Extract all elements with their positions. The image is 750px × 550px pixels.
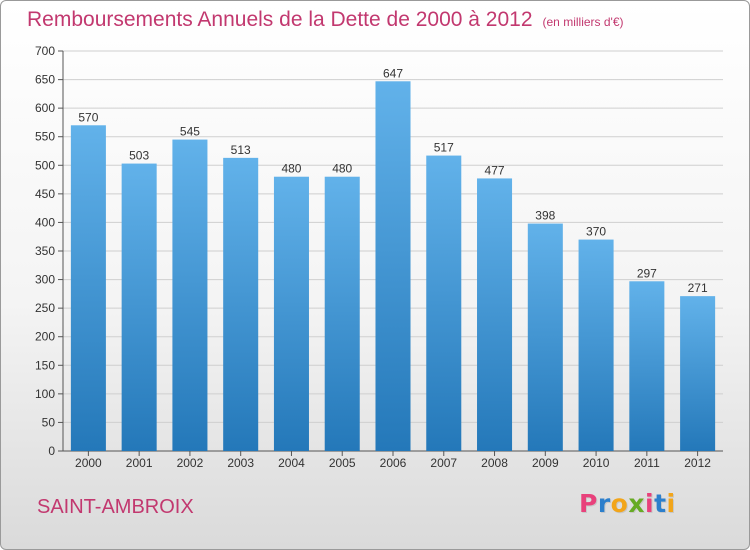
y-tick-label: 350	[35, 244, 55, 258]
logo-letter: t	[654, 489, 667, 518]
data-label: 647	[383, 66, 403, 80]
chart-title: Remboursements Annuels de la Dette de 20…	[27, 8, 624, 32]
data-label: 271	[688, 281, 708, 295]
bar	[273, 176, 309, 451]
bars	[70, 81, 716, 452]
logo-letter: P	[579, 489, 598, 518]
x-tick-label: 2002	[177, 456, 204, 470]
y-tick-label: 50	[42, 415, 56, 429]
data-label: 513	[231, 143, 251, 157]
y-tick-label: 600	[35, 101, 55, 115]
x-tick-label: 2007	[430, 456, 457, 470]
bar	[324, 176, 360, 451]
y-tick-label: 450	[35, 187, 55, 201]
bar	[680, 296, 716, 451]
data-label: 503	[129, 149, 149, 163]
data-label: 545	[180, 125, 200, 139]
logo-letter: o	[610, 489, 629, 518]
logo-letter: i	[666, 489, 676, 518]
x-tick-label: 2001	[126, 456, 153, 470]
bar	[527, 223, 563, 451]
chart-unit-label: (en milliers d'€)	[542, 15, 624, 29]
bar	[578, 239, 614, 451]
x-tick-label: 2011	[634, 456, 660, 470]
y-tick-label: 0	[48, 444, 55, 458]
data-labels: 570 503 545 513 480 480 647 517 477 398 370 297 271	[78, 66, 708, 295]
proxiti-logo: Proxiti	[579, 489, 676, 518]
y-tick-label: 150	[35, 358, 55, 372]
x-tick-label: 2010	[583, 456, 610, 470]
bar	[172, 139, 208, 452]
city-name: SAINT-AMBROIX	[37, 496, 194, 518]
logo-letter: x	[628, 489, 645, 518]
axes: 0 50 100 150 200 250 300 350 400 450 500 550 600 650 7…	[35, 44, 723, 470]
x-tick-label: 2012	[684, 456, 711, 470]
x-tick-label: 2005	[329, 456, 356, 470]
y-tick-label: 200	[35, 330, 55, 344]
y-tick-label: 650	[35, 73, 55, 87]
bar	[223, 157, 259, 451]
y-tick-label: 400	[35, 215, 55, 229]
data-label: 570	[78, 110, 98, 124]
data-label: 480	[281, 162, 301, 176]
y-tick-label: 550	[35, 130, 55, 144]
data-label: 480	[332, 162, 352, 176]
data-label: 370	[586, 225, 606, 239]
data-label: 297	[637, 266, 657, 280]
y-tick-label: 700	[35, 44, 55, 58]
chart-title-text: Remboursements Annuels de la Dette de 20…	[27, 8, 533, 31]
x-tick-label: 2004	[278, 456, 305, 470]
x-tick-label: 2003	[227, 456, 254, 470]
bar	[477, 178, 513, 451]
logo-letter: i	[645, 489, 655, 518]
y-tick-label: 300	[35, 273, 55, 287]
bar	[629, 281, 665, 451]
data-label: 517	[434, 141, 454, 155]
y-tick-label: 500	[35, 158, 55, 172]
bar	[70, 125, 106, 452]
y-tick-label: 100	[35, 387, 55, 401]
bar	[121, 163, 157, 452]
x-tick-label: 2008	[481, 456, 508, 470]
bar	[426, 155, 462, 452]
y-tick-label: 250	[35, 301, 55, 315]
data-label: 477	[485, 163, 505, 177]
logo-letter: r	[597, 489, 611, 518]
data-label: 398	[535, 209, 555, 223]
bar	[375, 81, 411, 452]
x-tick-label: 2000	[75, 456, 102, 470]
x-tick-label: 2006	[380, 456, 407, 470]
x-tick-label: 2009	[532, 456, 559, 470]
